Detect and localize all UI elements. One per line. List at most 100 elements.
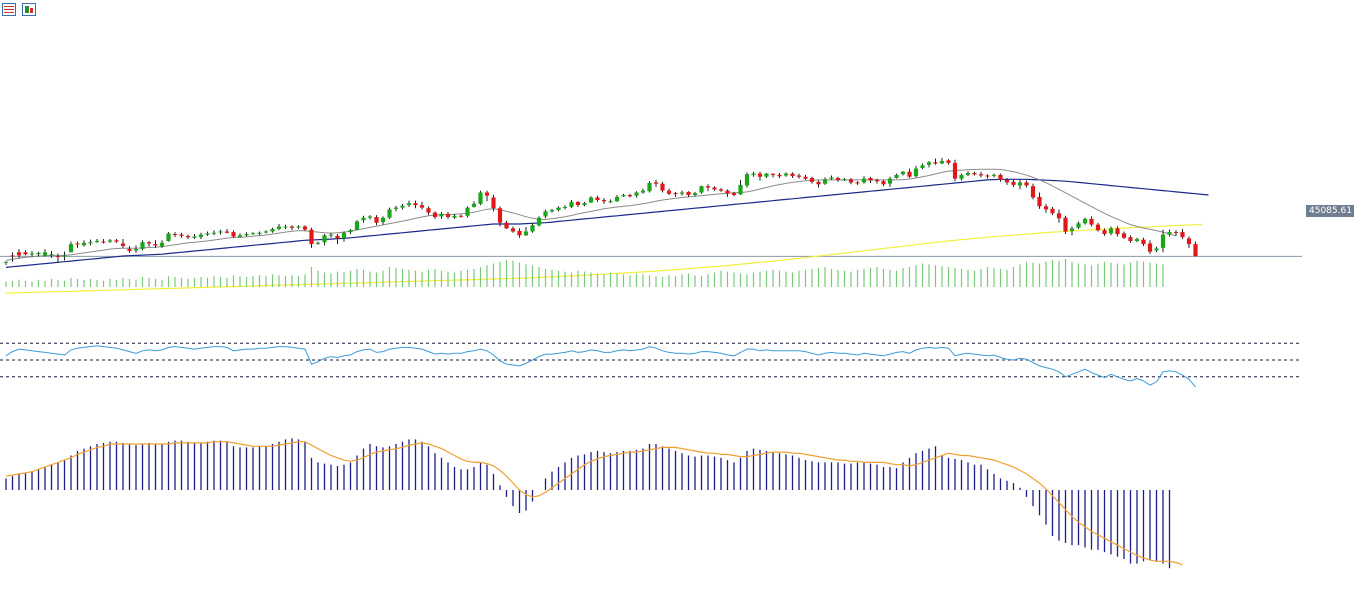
volume-bar xyxy=(694,275,696,287)
candle-body xyxy=(1011,181,1016,185)
candle-body xyxy=(1037,196,1042,207)
candle-body xyxy=(517,230,522,236)
candle-body xyxy=(1004,179,1010,183)
volume-bar xyxy=(505,259,508,287)
volume-bar xyxy=(83,279,85,287)
candle-body xyxy=(751,173,756,175)
volume-bar xyxy=(544,268,547,287)
candle-body xyxy=(1134,239,1140,241)
candle-body xyxy=(692,193,698,195)
volume-bar xyxy=(1116,263,1119,287)
volume-bar xyxy=(206,278,209,287)
volume-bar xyxy=(70,278,72,287)
candle-body xyxy=(842,179,847,181)
candle-body xyxy=(530,225,535,232)
candle-body xyxy=(913,168,919,177)
candle-body xyxy=(439,213,444,217)
candle-body xyxy=(835,178,841,180)
volume-bar xyxy=(239,276,241,287)
volume-bar xyxy=(531,265,534,287)
volume-bar xyxy=(1012,267,1015,287)
price-pane xyxy=(0,157,1302,294)
volume-bar xyxy=(811,268,813,287)
volume-bar xyxy=(336,271,339,287)
volume-bar xyxy=(115,279,118,287)
volume-bar xyxy=(440,270,443,287)
candle-body xyxy=(900,171,906,175)
candle-body xyxy=(497,208,503,223)
candle-body xyxy=(549,210,555,212)
volume-bar xyxy=(362,269,365,287)
volume-bar xyxy=(759,271,761,287)
volume-bar xyxy=(570,272,573,287)
candle-body xyxy=(75,243,80,245)
candle-body xyxy=(101,241,106,243)
volume-bar xyxy=(1136,260,1138,287)
volume-bar xyxy=(986,267,989,287)
volume-bar xyxy=(89,278,92,287)
volume-bar xyxy=(765,270,768,287)
list-icon[interactable] xyxy=(2,3,16,16)
volume-bar xyxy=(193,278,196,287)
volume-bar xyxy=(1064,259,1067,287)
candle-body xyxy=(55,256,61,257)
volume-bar xyxy=(1097,263,1099,287)
volume-bar xyxy=(596,273,599,287)
volume-bar xyxy=(161,279,163,287)
candle-body xyxy=(822,179,828,184)
volume-bar xyxy=(629,275,631,287)
volume-bar xyxy=(512,260,514,287)
volume-bar xyxy=(999,268,1002,287)
volume-bar xyxy=(427,269,430,287)
candle-body xyxy=(413,203,418,206)
volume-bar xyxy=(128,278,131,287)
candle-body xyxy=(36,252,41,255)
volume-bar xyxy=(304,274,306,287)
volume-bar xyxy=(219,277,222,287)
candle-body xyxy=(588,197,594,203)
volume-bar xyxy=(700,276,703,287)
candle-body xyxy=(159,242,165,247)
volume-bar xyxy=(1162,264,1164,287)
candle-body xyxy=(874,179,880,182)
candle-body xyxy=(556,207,561,211)
volume-bar xyxy=(603,274,605,287)
volume-bar xyxy=(980,268,982,287)
candle-body xyxy=(959,174,964,179)
volume-bar xyxy=(934,265,937,287)
volume-bar xyxy=(557,270,560,287)
candle-body xyxy=(640,190,646,193)
volume-bar xyxy=(31,281,33,287)
volume-bar xyxy=(1110,262,1112,287)
volume-bar xyxy=(902,268,904,287)
volume-bar xyxy=(1155,263,1158,287)
candle-body xyxy=(1056,213,1062,219)
candle-body xyxy=(523,231,529,236)
data-window-icon[interactable] xyxy=(22,3,36,16)
candle-body xyxy=(315,242,321,244)
volume-bar xyxy=(226,278,228,287)
volume-bar xyxy=(882,268,885,287)
volume-bar xyxy=(57,279,59,287)
volume-bar xyxy=(993,268,995,287)
candle-body xyxy=(458,215,464,217)
volume-bar xyxy=(713,272,716,287)
volume-bar xyxy=(1123,264,1125,287)
candle-body xyxy=(972,173,977,175)
volume-bar xyxy=(434,268,436,287)
macd-signal-line xyxy=(5,441,1183,566)
volume-bar xyxy=(343,272,345,287)
volume-bar xyxy=(1051,259,1054,287)
candle-body xyxy=(276,226,282,229)
volume-bar xyxy=(551,269,553,287)
volume-bar xyxy=(1103,261,1106,287)
candle-body xyxy=(179,234,184,236)
volume-bar xyxy=(824,267,826,287)
candle-body xyxy=(686,191,691,195)
candle-body xyxy=(504,222,509,229)
candle-body xyxy=(868,178,873,181)
volume-bar xyxy=(1129,262,1132,287)
volume-bar xyxy=(24,280,27,287)
volume-bar xyxy=(297,276,300,287)
